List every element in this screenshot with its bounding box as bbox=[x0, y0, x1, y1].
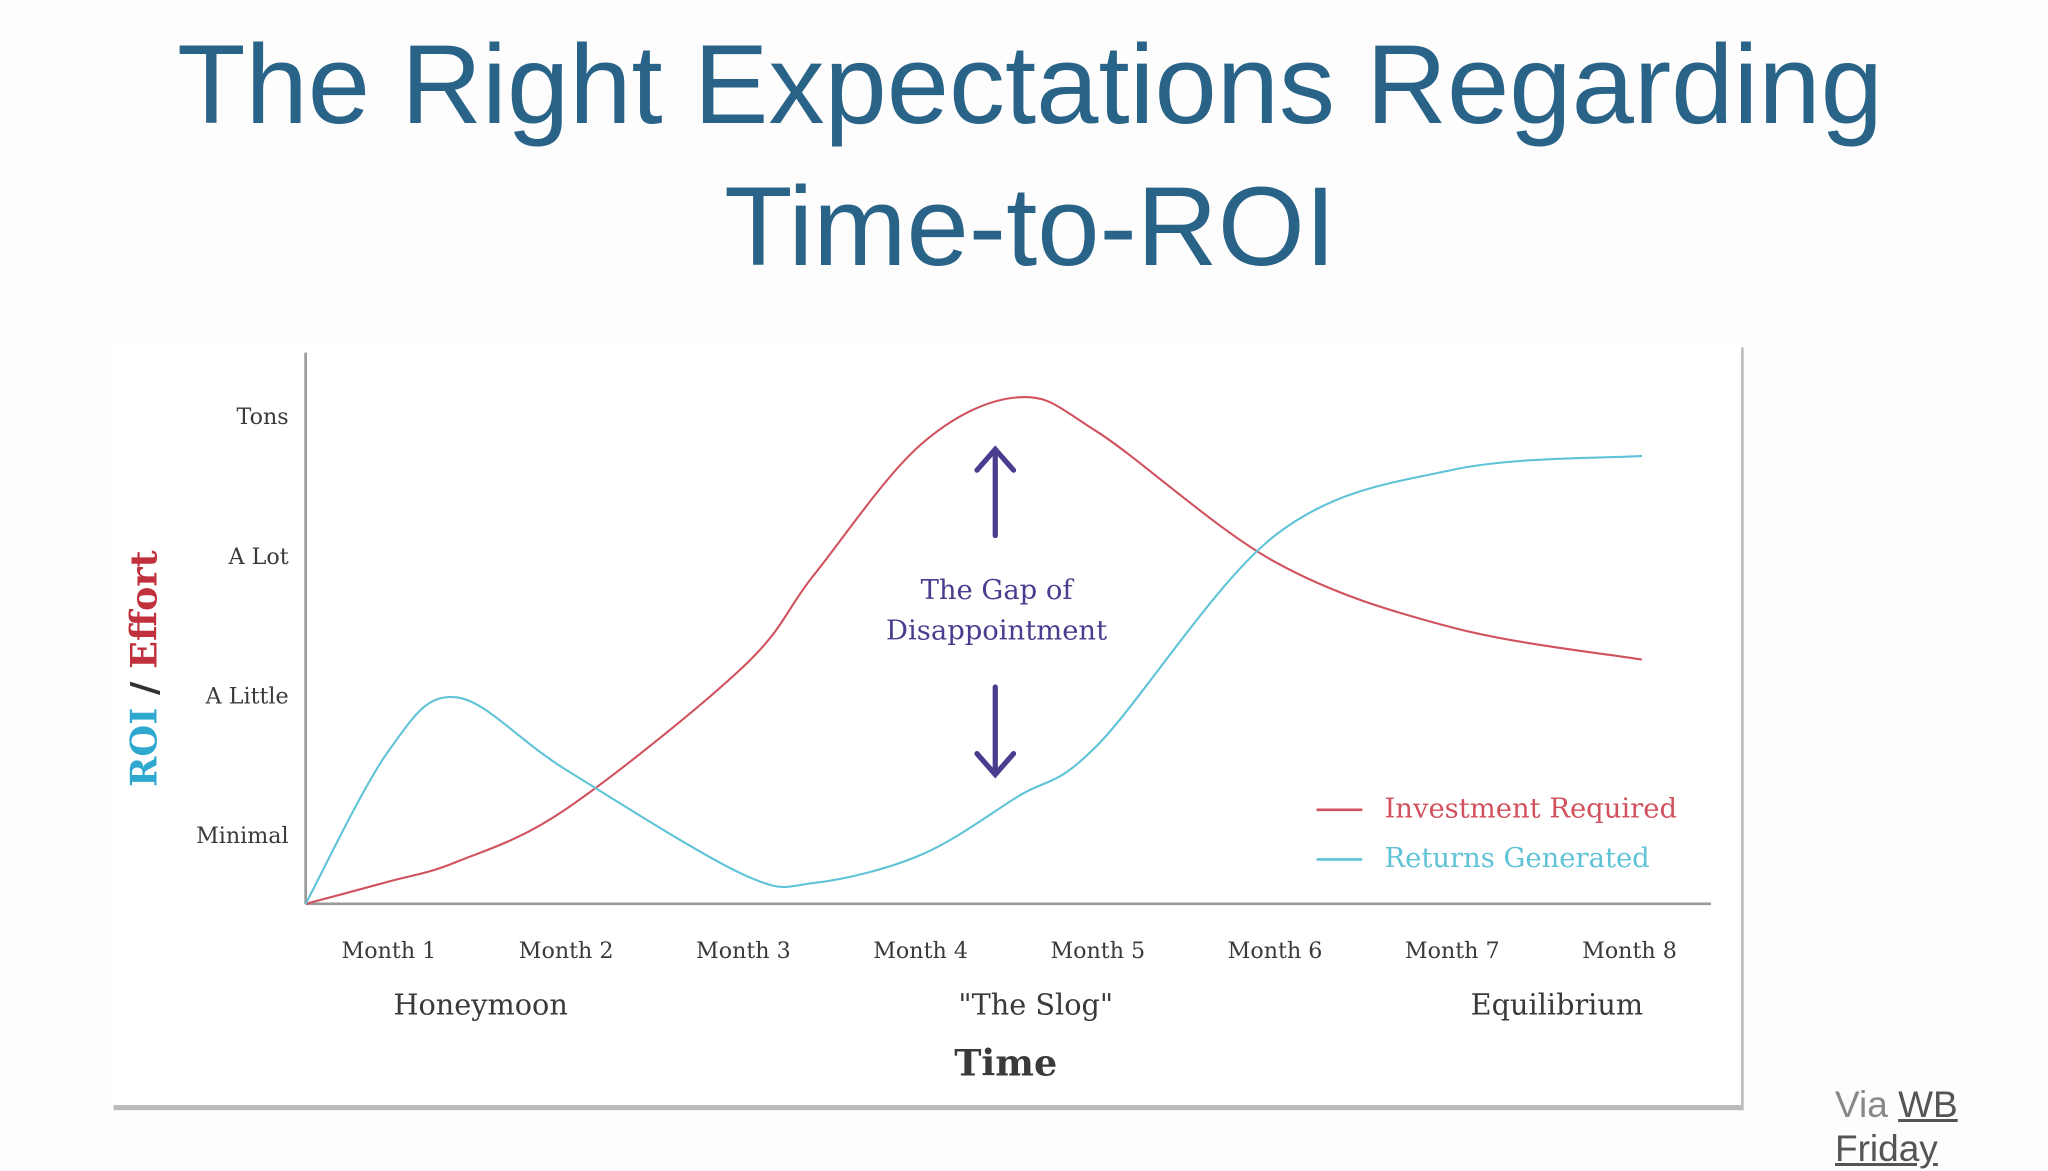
y-label-sep: / bbox=[122, 681, 165, 695]
phase-label: "The Slog" bbox=[958, 988, 1113, 1022]
x-tick-label: Month 5 bbox=[1050, 938, 1145, 964]
x-tick-label: Month 2 bbox=[519, 938, 614, 964]
phase-label: Equilibrium bbox=[1471, 988, 1643, 1022]
chart-frame bbox=[111, 342, 1742, 1105]
x-tick-label: Month 7 bbox=[1405, 938, 1500, 964]
credit: Via WB Friday bbox=[1835, 1083, 1995, 1171]
series-line bbox=[305, 395, 1643, 905]
x-tick-label: Month 1 bbox=[342, 938, 437, 964]
x-tick-label: Month 4 bbox=[873, 938, 968, 964]
phase-label: Honeymoon bbox=[393, 988, 567, 1022]
arrow-down bbox=[974, 684, 1017, 779]
series-line bbox=[304, 454, 1642, 905]
annotation: Disappointment bbox=[886, 616, 1107, 647]
x-tick-label: Month 3 bbox=[696, 938, 791, 964]
legend-label: Returns Generated bbox=[1384, 843, 1649, 874]
x-tick-label: Month 8 bbox=[1582, 938, 1677, 964]
y-tick-label: Tons bbox=[237, 404, 289, 430]
plot-area: Minimal A Little A Lot Tons Month 1 Month 2 Mo… bbox=[196, 395, 1677, 964]
y-tick-label: Minimal bbox=[196, 823, 289, 849]
y-axis-label: ROI / Effort bbox=[122, 550, 165, 787]
y-tick-label: A Little bbox=[205, 683, 289, 709]
y-label-roi: ROI bbox=[122, 708, 165, 787]
arrow-up bbox=[974, 445, 1017, 539]
gap-arrows bbox=[974, 445, 1017, 779]
slide-title: The Right Expectations Regarding Time-to… bbox=[177, 22, 1883, 289]
x-tick-label: Month 6 bbox=[1228, 938, 1323, 964]
x-axis-label: Time bbox=[954, 1041, 1057, 1084]
annotation: The Gap of bbox=[921, 575, 1075, 606]
y-label-effort: Effort bbox=[122, 550, 165, 669]
y-tick-label: A Lot bbox=[228, 544, 289, 570]
credit-prefix: Via bbox=[1835, 1084, 1888, 1125]
legend-label: Investment Required bbox=[1384, 793, 1677, 824]
